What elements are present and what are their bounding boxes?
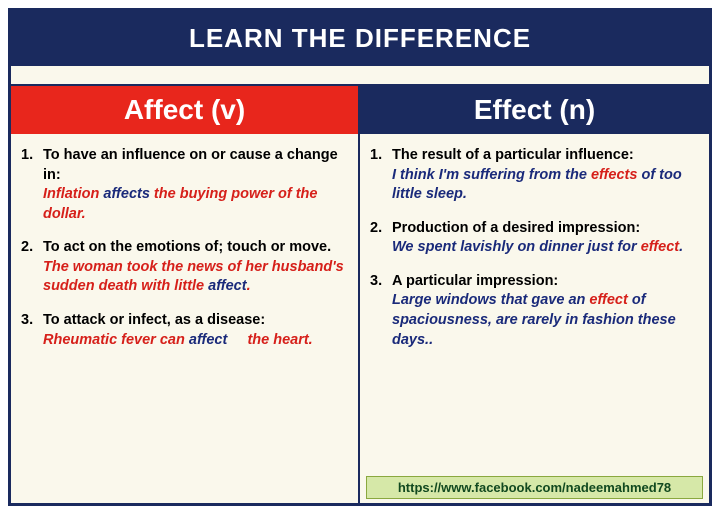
keyword: effect [641, 239, 679, 255]
header-effect: Effect (n) [360, 86, 709, 134]
body-effect: 1. The result of a particular influence:… [360, 134, 709, 372]
definition-text: The result of a particular influence: [392, 147, 634, 163]
body-affect: 1. To have an influence on or cause a ch… [11, 134, 358, 372]
item-number: 1. [21, 146, 43, 224]
item-number: 2. [370, 219, 392, 258]
item-content: To have an influence on or cause a chang… [43, 146, 348, 224]
example-text: I think I'm suffering from the effects o… [392, 167, 682, 203]
example-text: Rheumatic fever can affect the heart. [43, 332, 313, 348]
keyword: effects [591, 167, 637, 183]
definition-text: To act on the emotions of; touch or move… [43, 239, 331, 255]
item-number: 1. [370, 146, 392, 205]
list-item: 2. To act on the emotions of; touch or m… [21, 238, 348, 297]
item-content: To attack or infect, as a disease: Rheum… [43, 311, 348, 350]
definition-text: A particular impression: [392, 273, 558, 289]
source-link[interactable]: https://www.facebook.com/nadeemahmed78 [366, 476, 703, 499]
header-affect: Affect (v) [11, 86, 358, 134]
example-text: Large windows that gave an effect of spa… [392, 292, 676, 347]
keyword: affect [208, 278, 246, 294]
frame: LEARN THE DIFFERENCE Affect (v) 1. To ha… [8, 8, 712, 506]
spacer [11, 66, 709, 84]
keyword: effect [589, 292, 627, 308]
item-content: To act on the emotions of; touch or move… [43, 238, 348, 297]
list-item: 3. A particular impression: Large window… [370, 272, 699, 350]
example-text: We spent lavishly on dinner just for eff… [392, 239, 683, 255]
item-content: Production of a desired impression: We s… [392, 219, 699, 258]
list-item: 3. To attack or infect, as a disease: Rh… [21, 311, 348, 350]
definition-text: To have an influence on or cause a chang… [43, 147, 338, 183]
page-title: LEARN THE DIFFERENCE [11, 11, 709, 66]
item-number: 2. [21, 238, 43, 297]
example-text: Inflation affects the buying power of th… [43, 186, 317, 222]
column-affect: Affect (v) 1. To have an influence on or… [11, 86, 360, 503]
column-effect: Effect (n) 1. The result of a particular… [360, 86, 709, 503]
item-content: The result of a particular influence: I … [392, 146, 699, 205]
item-number: 3. [21, 311, 43, 350]
definition-text: To attack or infect, as a disease: [43, 312, 265, 328]
list-item: 2. Production of a desired impression: W… [370, 219, 699, 258]
columns: Affect (v) 1. To have an influence on or… [11, 84, 709, 503]
list-item: 1. To have an influence on or cause a ch… [21, 146, 348, 224]
keyword: affects [103, 186, 149, 202]
item-number: 3. [370, 272, 392, 350]
keyword: affect [189, 332, 227, 348]
example-text: The woman took the news of her husband's… [43, 259, 344, 295]
list-item: 1. The result of a particular influence:… [370, 146, 699, 205]
item-content: A particular impression: Large windows t… [392, 272, 699, 350]
definition-text: Production of a desired impression: [392, 220, 640, 236]
